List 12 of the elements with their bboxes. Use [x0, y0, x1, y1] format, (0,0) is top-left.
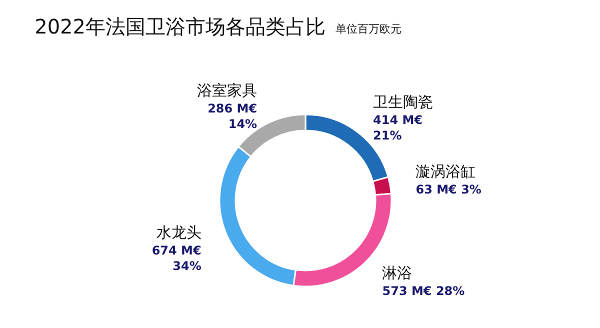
slice-label: 水龙头: [156, 224, 202, 242]
data-label: 573 M€ 28%: [382, 284, 465, 298]
chart-subtitle: 单位百万欧元: [336, 22, 402, 36]
data-label: 674 M€ 34%: [152, 244, 202, 274]
slice-label: 卫生陶瓷: [373, 93, 434, 112]
slice-label: 淋浴: [382, 264, 412, 282]
data-label: 63 M€ 3%: [416, 182, 482, 197]
slice-label: 浴室家具: [197, 82, 258, 100]
chart-title: 2022年法国卫浴市场各品类占比: [34, 14, 326, 38]
slice-label: 漩涡浴缸: [416, 162, 476, 181]
data-label: 286 M€ 14%: [208, 102, 258, 131]
data-label: 414 M€ 21%: [373, 113, 423, 143]
